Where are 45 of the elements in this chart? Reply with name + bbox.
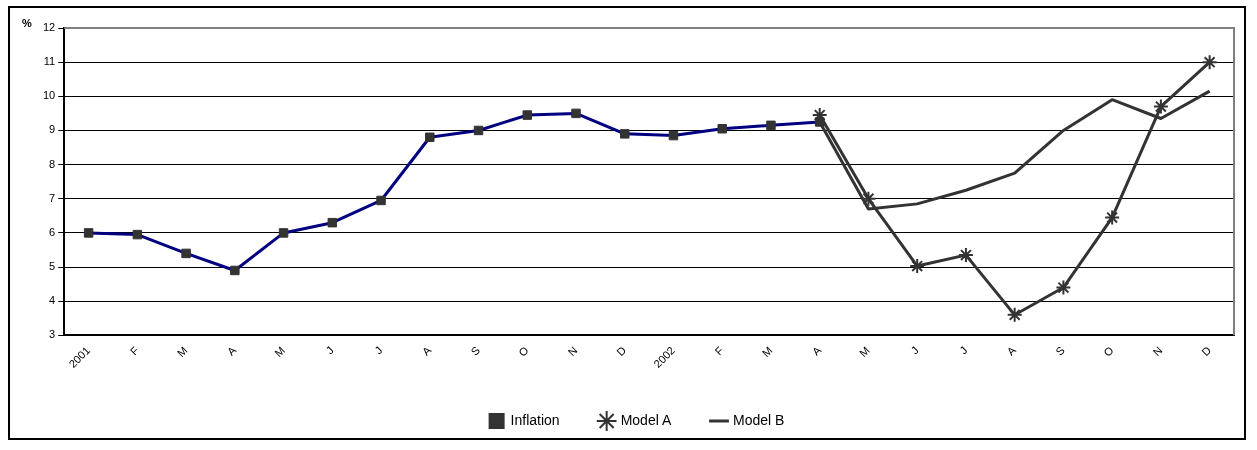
x-tick-label: O [516, 343, 532, 359]
x-tick-label: M [174, 344, 190, 360]
point [1055, 279, 1072, 296]
point [957, 247, 974, 264]
x-tick-label: M [272, 344, 288, 360]
y-axis-title: % [22, 16, 32, 29]
point [1152, 98, 1169, 115]
x-tick-label: M [759, 344, 775, 360]
x-tick-label: S [1053, 344, 1067, 358]
x-tick-label: D [1199, 344, 1214, 359]
x-tick-label: J [957, 344, 970, 357]
x-tick-label: F [712, 343, 726, 358]
y-tick-label: 5 [49, 260, 56, 273]
y-tick-label: 12 [42, 21, 56, 34]
point [1201, 54, 1218, 71]
y-tick-label: 7 [49, 191, 56, 204]
y-tick-label: 6 [49, 225, 56, 238]
y-tick-label: 10 [42, 89, 56, 102]
x-tick-label: N [1150, 344, 1165, 359]
x-tick-label: S [468, 344, 483, 358]
point [814, 117, 825, 127]
x-tick-label: F [127, 343, 142, 358]
point [1104, 209, 1121, 226]
x-tick-label: M [857, 344, 873, 360]
x-tick-label: J [372, 344, 385, 357]
y-tick-label: 8 [49, 157, 56, 170]
y-tick-label: 11 [43, 55, 56, 68]
x-tick-label: J [908, 344, 921, 357]
point [1006, 306, 1023, 323]
x-tick-label: A [224, 343, 239, 358]
y-tick-label: 9 [49, 123, 56, 136]
x-tick-label: A [419, 343, 434, 358]
legend-label: Model A [620, 411, 672, 428]
point [860, 190, 877, 207]
legend-label: Model B [733, 411, 785, 428]
x-tick-label: N [565, 344, 580, 359]
point [909, 258, 926, 275]
x-tick-label: J [323, 344, 336, 357]
y-tick-label: 4 [49, 294, 56, 307]
y-tick-label: 3 [49, 328, 56, 341]
x-tick-label: O [1101, 343, 1117, 359]
x-tick-label: A [1004, 343, 1019, 358]
x-tick-label: D [614, 344, 629, 359]
legend-label: Inflation [510, 411, 560, 428]
x-tick-label: A [809, 343, 824, 358]
